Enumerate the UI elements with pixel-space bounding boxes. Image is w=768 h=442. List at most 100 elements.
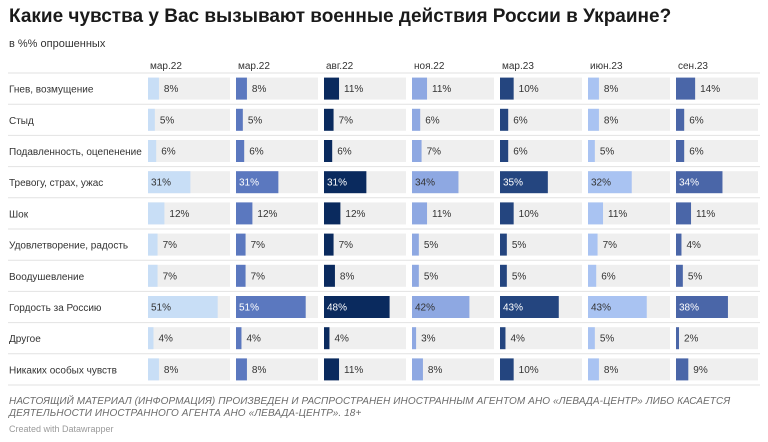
bar [236, 296, 306, 318]
data-label: 3% [421, 334, 436, 345]
datawrapper-credit: Created with Datawrapper [9, 424, 114, 434]
bar-track [148, 264, 230, 287]
data-label: 7% [427, 147, 442, 158]
bar-track [148, 327, 230, 350]
data-label: 7% [163, 240, 178, 251]
category-label: Шок [9, 209, 29, 220]
bar [236, 202, 253, 225]
data-label: 10% [519, 365, 539, 376]
bar [236, 233, 246, 256]
bar-track [148, 77, 230, 100]
data-label: 48% [327, 303, 347, 314]
column-header: мар.22 [150, 61, 182, 72]
data-label: 2% [684, 334, 699, 345]
data-label: 43% [503, 303, 523, 314]
data-label: 5% [512, 240, 527, 251]
data-label: 14% [700, 84, 720, 95]
bar-track [236, 233, 318, 256]
bar-track [588, 264, 670, 287]
bar [324, 202, 341, 225]
bar [148, 327, 154, 350]
data-label: 6% [513, 115, 528, 126]
data-label: 8% [252, 84, 267, 95]
bar [324, 327, 330, 350]
category-label: Тревогу, страх, ужас [9, 178, 103, 189]
data-label: 12% [257, 209, 277, 220]
bar [500, 296, 559, 318]
category-label: Гордость за Россию [9, 303, 102, 314]
bar-track [148, 140, 230, 162]
bar-track [500, 264, 582, 287]
bar [148, 140, 157, 162]
bar [676, 140, 685, 162]
bar-track [676, 140, 758, 162]
column-header: сен.23 [678, 61, 708, 72]
data-label: 34% [679, 178, 699, 189]
bar [148, 233, 158, 256]
bar-track [500, 108, 582, 131]
bar [412, 140, 422, 162]
data-label: 4% [334, 334, 349, 345]
bar [676, 77, 696, 100]
bar-track [148, 108, 230, 131]
data-label: 42% [415, 303, 435, 314]
bar [412, 264, 419, 287]
chart-subtitle: в %% опрошенных [9, 38, 106, 50]
bar-track [236, 264, 318, 287]
data-label: 7% [603, 240, 618, 251]
bar [676, 202, 692, 225]
bar-track [236, 327, 318, 350]
bar [148, 171, 191, 194]
bar-track [676, 108, 758, 131]
bar-track [676, 327, 758, 350]
data-label: 8% [252, 365, 267, 376]
bar [588, 77, 599, 100]
bar-track [412, 108, 494, 131]
data-label: 51% [239, 303, 259, 314]
data-label: 8% [164, 84, 179, 95]
bar-track [324, 77, 406, 100]
bar [676, 233, 682, 256]
bar-track [324, 327, 406, 350]
column-header: июн.23 [590, 61, 623, 72]
bar-track [148, 233, 230, 256]
data-label: 31% [239, 178, 259, 189]
bar [148, 358, 159, 381]
bar [236, 108, 243, 131]
bar-track [588, 77, 670, 100]
bar [324, 358, 340, 381]
bar-track [412, 202, 494, 225]
bar-track [588, 140, 670, 162]
data-label: 5% [688, 271, 703, 282]
data-label: 6% [425, 115, 440, 126]
data-label: 31% [151, 178, 171, 189]
bar [324, 296, 390, 318]
bar-track [412, 77, 494, 100]
data-label: 8% [604, 365, 619, 376]
bar [500, 108, 509, 131]
bar [236, 327, 242, 350]
bar-track [324, 202, 406, 225]
bar [500, 233, 507, 256]
bar [148, 202, 165, 225]
bar-track [676, 202, 758, 225]
data-label: 43% [591, 303, 611, 314]
data-label: 7% [251, 271, 266, 282]
data-label: 6% [513, 147, 528, 158]
bar-track [500, 202, 582, 225]
bar [324, 140, 333, 162]
category-label: Никаких особых чувств [9, 364, 117, 376]
data-label: 11% [344, 84, 363, 95]
foreign-agent-notice: НАСТОЯЩИЙ МАТЕРИАЛ (ИНФОРМАЦИЯ) ПРОИЗВЕД… [9, 396, 731, 419]
bar [148, 77, 159, 100]
bar-track [588, 108, 670, 131]
bar [324, 264, 335, 287]
data-label: 4% [510, 334, 525, 345]
column-header: ноя.22 [414, 61, 445, 72]
bar-track [412, 264, 494, 287]
bar [412, 358, 423, 381]
bar [236, 171, 279, 194]
bar [236, 358, 247, 381]
category-label: Другое [9, 334, 41, 345]
data-label: 5% [512, 271, 527, 282]
